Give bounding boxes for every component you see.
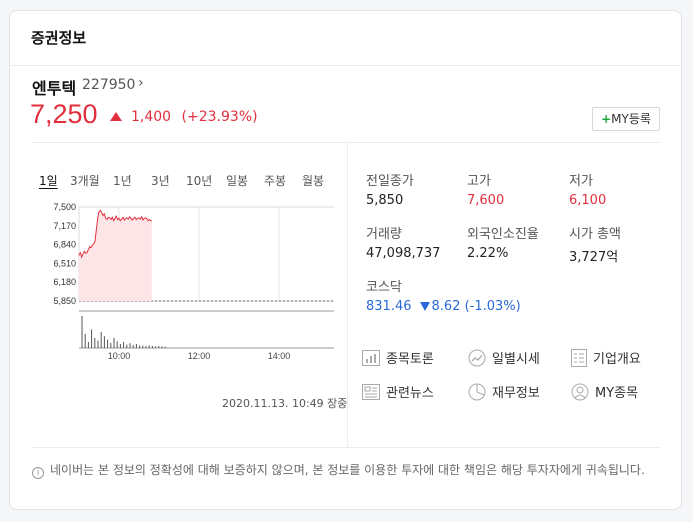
tab-monthly-candle[interactable]: 월봉 bbox=[302, 174, 325, 188]
stock-code[interactable]: 227950 bbox=[82, 77, 136, 93]
intraday-price-chart[interactable]: 7,500 7,170 6,840 6,510 6,180 5,850 10:00 12:00… bbox=[34, 201, 334, 361]
y-tick-label: 6,180 bbox=[53, 277, 76, 287]
tab-3month[interactable]: 3개월 bbox=[70, 174, 100, 188]
y-tick-label: 6,840 bbox=[53, 240, 76, 250]
tab-3year[interactable]: 3년 bbox=[151, 174, 170, 188]
stat-prev-close: 전일종가 5,850 bbox=[366, 170, 414, 208]
stat-volume: 거래량 47,098,737 bbox=[366, 223, 440, 261]
document-icon bbox=[571, 348, 587, 367]
stat-value: 5,850 bbox=[366, 193, 404, 208]
price-line bbox=[78, 209, 152, 259]
divider bbox=[347, 143, 348, 447]
stat-label: 고가 bbox=[467, 174, 491, 189]
my-button-label: MY등록 bbox=[611, 112, 651, 126]
card-title: 증권정보 bbox=[10, 11, 681, 66]
stat-market-cap: 시가 총액 3,727억 bbox=[569, 223, 621, 265]
link-label: MY종목 bbox=[595, 386, 639, 401]
stat-label: 거래량 bbox=[366, 227, 402, 242]
tab-weekly-candle[interactable]: 주봉 bbox=[264, 174, 287, 188]
link-label: 관련뉴스 bbox=[386, 386, 434, 401]
index-label[interactable]: 코스닥 bbox=[366, 280, 402, 295]
index-value: 831.46 bbox=[366, 299, 412, 314]
link-financial-info[interactable]: 재무정보 bbox=[468, 382, 540, 401]
link-discussion[interactable]: 종목토론 bbox=[362, 348, 434, 367]
price-area bbox=[79, 210, 152, 301]
stat-label: 시가 총액 bbox=[569, 227, 621, 242]
stat-high: 고가 7,600 bbox=[467, 170, 504, 208]
add-my-stock-button[interactable]: +MY등록 bbox=[592, 107, 660, 131]
index-change-text: 8.62 (-1.03%) bbox=[431, 299, 521, 314]
link-label: 재무정보 bbox=[492, 386, 540, 401]
stat-label: 저가 bbox=[569, 174, 593, 189]
chart-icon bbox=[362, 349, 380, 366]
info-icon: i bbox=[32, 467, 44, 479]
stat-low: 저가 6,100 bbox=[569, 170, 606, 208]
trend-icon bbox=[468, 349, 486, 366]
y-tick-label: 6,510 bbox=[53, 258, 76, 268]
divider bbox=[31, 447, 661, 448]
x-tick-label: 14:00 bbox=[268, 351, 291, 361]
stat-value: 7,600 bbox=[467, 193, 505, 208]
link-label: 종목토론 bbox=[386, 352, 434, 367]
link-related-news[interactable]: 관련뉴스 bbox=[362, 382, 434, 401]
y-tick-label: 7,500 bbox=[53, 202, 76, 212]
disclaimer: i 네이버는 본 정보의 정확성에 대해 보증하지 않으며, 본 정보를 이용한 … bbox=[32, 461, 662, 479]
current-price: 7,250 bbox=[30, 99, 98, 129]
stat-value: 3,727억 bbox=[569, 250, 619, 265]
index-change: 8.62 (-1.03%) bbox=[419, 299, 521, 314]
news-icon bbox=[362, 383, 380, 400]
plus-icon: + bbox=[601, 112, 612, 126]
stat-foreign-ratio: 외국인소진율 2.22% bbox=[467, 223, 539, 261]
link-daily-price[interactable]: 일별시세 bbox=[468, 348, 540, 367]
chevron-right-icon[interactable]: › bbox=[138, 75, 144, 91]
down-arrow-icon bbox=[419, 302, 430, 311]
stat-label: 전일종가 bbox=[366, 174, 414, 189]
y-tick-label: 7,170 bbox=[53, 221, 76, 231]
x-tick-label: 10:00 bbox=[108, 351, 131, 361]
tab-daily-candle[interactable]: 일봉 bbox=[226, 174, 249, 188]
index-value-row: 831.46 8.62 (-1.03%) bbox=[366, 299, 521, 314]
disclaimer-text: 네이버는 본 정보의 정확성에 대해 보증하지 않으며, 본 정보를 이용한 투… bbox=[50, 463, 645, 477]
x-tick-label: 12:00 bbox=[188, 351, 211, 361]
tab-1day[interactable]: 1일 bbox=[39, 174, 58, 188]
y-tick-label: 5,850 bbox=[53, 296, 76, 306]
timestamp: 2020.11.13. 10:49 장중 bbox=[222, 397, 348, 410]
pie-icon bbox=[468, 383, 486, 400]
stat-value: 2.22% bbox=[467, 246, 509, 261]
change-amount: 1,400 bbox=[131, 109, 172, 125]
link-company-overview[interactable]: 기업개요 bbox=[571, 348, 641, 367]
link-my-stocks[interactable]: MY종목 bbox=[571, 382, 638, 401]
tab-10year[interactable]: 10년 bbox=[186, 174, 213, 188]
stat-value: 47,098,737 bbox=[366, 246, 441, 261]
stock-info-card: 증권정보 엔투텍 227950 › 7,250 1,400 (+23.93%) … bbox=[9, 10, 682, 510]
up-arrow-icon bbox=[110, 112, 122, 121]
tab-1year[interactable]: 1년 bbox=[113, 174, 132, 188]
stat-kosdaq: 코스닥 831.46 8.62 (-1.03%) bbox=[366, 276, 521, 314]
stock-name-link[interactable]: 엔투텍 bbox=[32, 79, 77, 98]
stat-label: 외국인소진율 bbox=[467, 227, 539, 242]
stat-value: 6,100 bbox=[569, 193, 607, 208]
change-percent: (+23.93%) bbox=[181, 109, 258, 125]
link-label: 기업개요 bbox=[593, 352, 641, 367]
link-label: 일별시세 bbox=[492, 352, 540, 367]
divider bbox=[31, 142, 661, 143]
price-change: 1,400 (+23.93%) bbox=[131, 109, 258, 125]
user-icon bbox=[571, 383, 589, 400]
